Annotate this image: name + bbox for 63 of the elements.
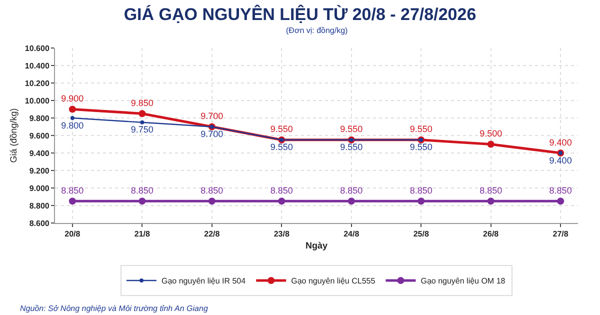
- legend-label: Gạo nguyên liệu CL555: [291, 276, 376, 286]
- point: [278, 198, 286, 205]
- data-label: 8.850: [340, 185, 363, 196]
- y-tick-label: 9.800: [29, 114, 50, 123]
- data-label: 9.900: [61, 94, 84, 104]
- data-label: 8.850: [549, 185, 572, 196]
- data-label: 9.550: [340, 124, 363, 134]
- data-label: 9.550: [340, 142, 363, 152]
- point: [418, 198, 425, 205]
- point: [70, 116, 74, 120]
- legend-label: Gạo nguyên liệu IR 504: [162, 276, 246, 286]
- x-tick-label: 22/8: [204, 230, 220, 239]
- point: [138, 110, 146, 118]
- x-axis-title: Ngày: [305, 240, 328, 250]
- data-label: 9.850: [130, 98, 154, 108]
- y-tick-label: 8.600: [29, 218, 50, 228]
- y-tick-label: 9.200: [29, 166, 50, 176]
- data-label: 9.400: [549, 155, 572, 166]
- y-tick-label: 9.400: [29, 148, 50, 158]
- point: [68, 198, 76, 205]
- data-label: 8.850: [200, 185, 224, 196]
- text: Nguồn: Sở Nông nghiệp và Môi trường tỉnh An Giang: [20, 304, 208, 313]
- x-tick-label: 21/8: [134, 230, 150, 239]
- y-tick-label: 10.600: [24, 44, 50, 53]
- x-tick-label: 24/8: [344, 230, 360, 239]
- y-tick-label: 9.600: [29, 131, 50, 140]
- data-label: 8.850: [480, 185, 502, 196]
- data-label: 9.550: [270, 124, 293, 134]
- data-label: 8.850: [130, 185, 154, 196]
- legend-label: Gạo nguyên liệu OM 18: [420, 276, 506, 286]
- data-label: 9.550: [270, 142, 293, 152]
- x-tick-label: 26/8: [483, 230, 500, 239]
- data-label: 9.550: [410, 142, 432, 152]
- chart-title: GIÁ GẠO NGUYÊN LIỆU TỪ 20/8 - 27/8/2026: [124, 4, 476, 24]
- point: [68, 106, 76, 113]
- y-tick-label: 9.000: [29, 184, 50, 193]
- data-label: 9.750: [130, 124, 154, 135]
- point: [348, 198, 355, 205]
- data-label: 8.850: [410, 185, 432, 196]
- y-tick-label: 10.000: [24, 96, 50, 106]
- data-label: 9.550: [410, 124, 432, 134]
- point: [208, 198, 216, 205]
- data-label: 9.700: [200, 111, 224, 122]
- data-label: 9.700: [200, 129, 224, 139]
- point: [140, 120, 144, 124]
- data-label: 8.850: [61, 185, 84, 196]
- x-tick-label: 20/8: [64, 230, 81, 239]
- data-label: 9.500: [480, 128, 502, 139]
- chart-subtitle: (Đơn vị: đồng/kg): [286, 26, 348, 35]
- y-tick-label: 8.800: [29, 201, 50, 210]
- y-axis-title: Giá (đồng/kg): [8, 108, 18, 163]
- x-tick-label: 23/8: [274, 230, 290, 239]
- x-tick-label: 27/8: [552, 230, 569, 239]
- y-tick-label: 10.400: [24, 61, 50, 70]
- point: [487, 140, 494, 148]
- point: [138, 198, 146, 205]
- data-label: 9.400: [549, 137, 572, 148]
- y-tick-label: 10.200: [24, 78, 50, 88]
- point: [487, 198, 494, 205]
- x-tick-label: 25/8: [413, 230, 430, 239]
- data-label: 9.800: [61, 120, 84, 130]
- data-label: 8.850: [270, 185, 293, 196]
- point: [557, 198, 564, 205]
